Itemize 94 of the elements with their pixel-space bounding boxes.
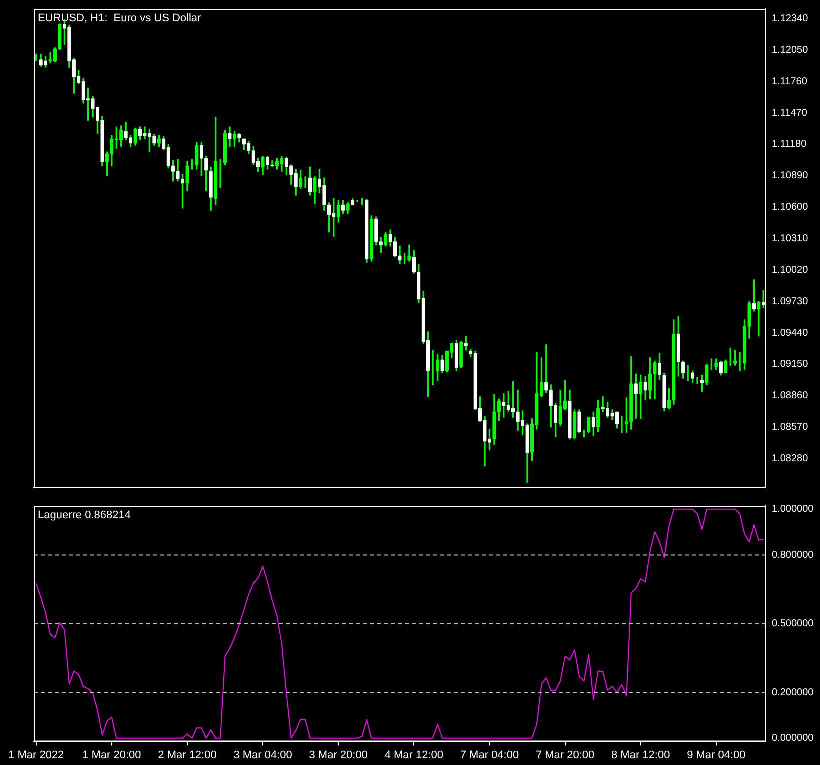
candlestick (200, 142, 204, 176)
candlestick (742, 320, 747, 370)
y-tick-label: 0.000000 (772, 733, 814, 744)
candlestick (682, 360, 686, 379)
candlestick (266, 156, 270, 170)
candlestick (748, 301, 752, 339)
candlestick (512, 381, 516, 418)
candlestick (436, 354, 440, 382)
candlestick (284, 157, 288, 176)
candlestick (124, 122, 128, 140)
candlestick (384, 232, 388, 247)
y-tick-label: 1.09730 (772, 296, 809, 308)
candlestick (58, 24, 62, 51)
x-tick-label: 1 Mar 2022 (8, 749, 64, 762)
candlestick (204, 156, 208, 192)
candlestick (275, 158, 280, 170)
x-tick-label: 3 Mar 04:00 (234, 749, 292, 762)
candlestick (639, 374, 643, 419)
y-tick-label: 0.800000 (772, 550, 814, 561)
candlestick (120, 126, 124, 147)
y-tick-label: 0.500000 (772, 618, 814, 630)
candlestick (624, 398, 629, 434)
y-tick-label: 1.12050 (772, 44, 809, 56)
candlestick (630, 356, 634, 430)
y-tick-label: 1.08570 (772, 422, 809, 434)
candlestick (214, 117, 218, 206)
candlestick (374, 216, 378, 246)
candlestick (195, 142, 199, 170)
y-tick-label: 1.10600 (772, 202, 809, 214)
candlestick (398, 246, 402, 264)
candlestick (705, 364, 709, 386)
candlestick (724, 360, 728, 374)
candlestick (596, 400, 600, 432)
chart-title: EURUSD, H1: Euro vs US Dollar (38, 12, 202, 25)
candlestick (232, 131, 237, 147)
candlestick (583, 430, 586, 438)
candlestick (719, 360, 723, 376)
candlestick (408, 244, 412, 262)
candlestick (634, 374, 638, 419)
candlestick (247, 140, 251, 155)
x-tick-label: 9 Mar 04:00 (687, 749, 746, 762)
candlestick (308, 166, 312, 196)
y-tick-label: 0.200000 (772, 687, 814, 698)
y-tick-label: 1.08280 (772, 453, 809, 464)
candlestick (346, 202, 350, 214)
x-tick-label: 7 Mar 04:00 (460, 749, 520, 762)
y-tick-label: 1.08860 (772, 390, 809, 402)
candlestick (572, 410, 577, 440)
candlestick (648, 358, 652, 400)
candlestick (587, 417, 591, 434)
candlestick (388, 230, 392, 247)
candlestick (710, 358, 713, 370)
candlestick (426, 332, 430, 398)
candlestick (186, 161, 190, 192)
candlestick (554, 403, 558, 438)
candlestick (336, 200, 340, 223)
candlestick (242, 138, 246, 150)
y-tick-label: 1.10890 (772, 170, 809, 182)
y-tick-label: 1.11760 (772, 76, 808, 88)
x-tick-label: 7 Mar 20:00 (536, 749, 595, 762)
candlestick (370, 216, 374, 262)
candlestick (379, 237, 383, 254)
x-tick-label: 8 Mar 12:00 (612, 749, 670, 762)
candlestick (714, 358, 718, 370)
x-tick-label: 4 Mar 12:00 (384, 749, 444, 762)
candlestick (44, 56, 48, 68)
y-tick-label: 1.10020 (772, 264, 809, 276)
candlestick (606, 402, 610, 418)
candlestick (332, 198, 336, 237)
x-tick-label: 1 Mar 20:00 (82, 749, 142, 762)
candlestick (261, 156, 265, 176)
candlestick (460, 341, 464, 368)
candlestick (365, 199, 369, 263)
candlestick (404, 254, 406, 264)
y-tick-label: 1.10310 (772, 233, 809, 244)
x-tick-label: 3 Mar 20:00 (309, 749, 368, 762)
candlestick (592, 412, 596, 436)
y-tick-label: 1.11470 (772, 108, 808, 119)
candlestick (549, 384, 553, 428)
x-tick-label: 2 Mar 12:00 (158, 749, 217, 762)
y-tick-label: 1.12340 (772, 14, 809, 25)
candlestick (506, 391, 510, 412)
candlestick (134, 128, 138, 146)
chart-title: Laguerre 0.868214 (38, 510, 131, 522)
y-tick-label: 1.11180 (772, 139, 808, 150)
y-tick-label: 1.09150 (772, 359, 809, 370)
y-tick-label: 1.09440 (772, 328, 809, 339)
y-tick-label: 1.000000 (772, 504, 814, 516)
candlestick (313, 176, 317, 204)
candlestick (53, 48, 58, 62)
candlestick (157, 135, 161, 147)
candlestick (298, 170, 303, 190)
candlestick (615, 412, 620, 429)
candlestick (393, 237, 398, 258)
